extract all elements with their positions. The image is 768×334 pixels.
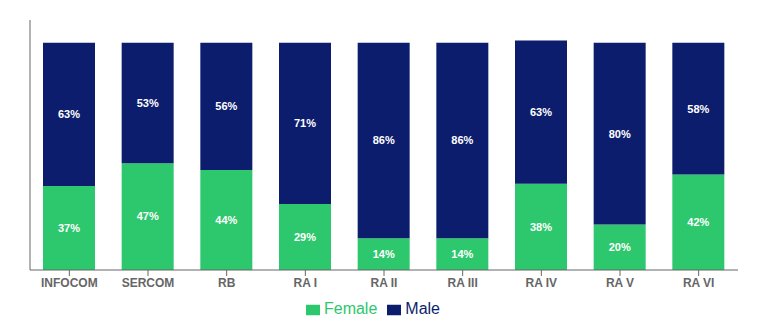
html-text:Male: Male — [405, 300, 440, 317]
svg-text:RA II: RA II — [371, 276, 398, 290]
svg-text:63%: 63% — [58, 108, 80, 120]
svg-text:RA VI: RA VI — [683, 276, 715, 290]
svg-text:14%: 14% — [451, 248, 473, 260]
svg-text:56%: 56% — [215, 100, 237, 112]
svg-text:RA IV: RA IV — [526, 276, 558, 290]
svg-text:86%: 86% — [451, 134, 473, 146]
svg-text:INFOCOM: INFOCOM — [41, 276, 98, 290]
svg-text:63%: 63% — [530, 106, 552, 118]
svg-text:44%: 44% — [215, 214, 237, 226]
svg-text:58%: 58% — [687, 103, 709, 115]
svg-text:RA V: RA V — [606, 276, 634, 290]
svg-text:71%: 71% — [294, 117, 316, 129]
svg-text:47%: 47% — [137, 210, 159, 222]
svg-text:80%: 80% — [609, 128, 631, 140]
svg-text:SERCOM: SERCOM — [122, 276, 175, 290]
svg-text:38%: 38% — [530, 221, 552, 233]
svg-text:42%: 42% — [687, 216, 709, 228]
svg-text:RA III: RA III — [448, 276, 478, 290]
svg-text:86%: 86% — [373, 134, 395, 146]
svg-text:53%: 53% — [137, 97, 159, 109]
svg-text:RA I: RA I — [294, 276, 318, 290]
svg-text:29%: 29% — [294, 231, 316, 243]
html-text:Female: Female — [324, 300, 378, 317]
svg-text:20%: 20% — [609, 241, 631, 253]
svg-text:14%: 14% — [373, 248, 395, 260]
svg-text:37%: 37% — [58, 222, 80, 234]
svg-text:RB: RB — [218, 276, 236, 290]
